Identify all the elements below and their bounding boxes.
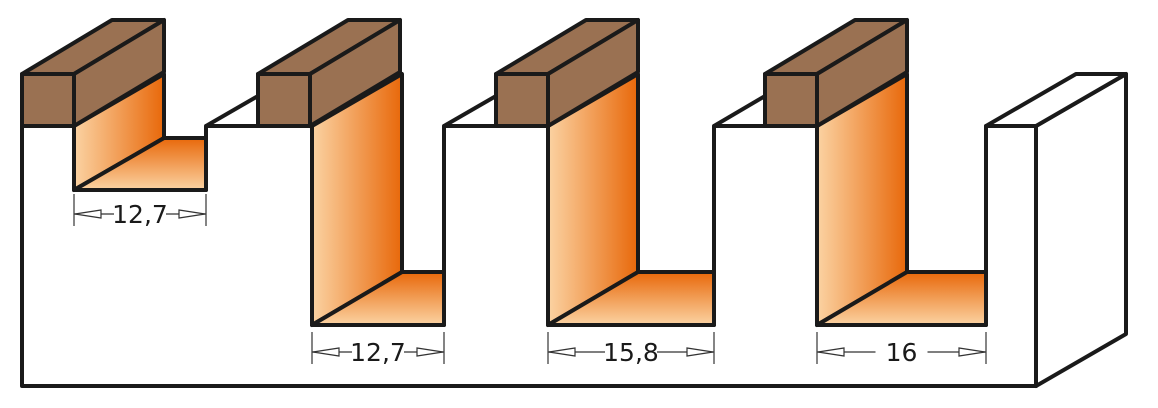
wood-block-1 bbox=[20, 18, 166, 128]
dimension-1: 12,7 bbox=[73, 194, 207, 229]
slot-bottom bbox=[72, 136, 208, 192]
arrow-right-icon bbox=[958, 347, 986, 357]
workpiece-right-top-face bbox=[984, 72, 1128, 128]
wood-block-front bbox=[494, 72, 550, 128]
wood-block-front bbox=[256, 72, 312, 128]
dimension-label: 12,7 bbox=[112, 200, 168, 229]
arrow-left-icon bbox=[312, 347, 340, 357]
dimension-label: 15,8 bbox=[603, 338, 659, 367]
slot-bottom bbox=[546, 270, 716, 327]
land-top-edge-3 bbox=[712, 94, 767, 128]
wood-block-front bbox=[763, 72, 819, 128]
workpiece bbox=[20, 72, 1128, 388]
wood-block-2 bbox=[256, 18, 402, 128]
slot-2 bbox=[310, 72, 446, 327]
slot-4 bbox=[815, 72, 988, 327]
wood-block-3 bbox=[494, 18, 640, 128]
arrow-left-icon bbox=[817, 347, 845, 357]
slot-bottom bbox=[815, 270, 988, 327]
wood-block-front bbox=[20, 72, 76, 128]
dimension-4: 16 bbox=[816, 332, 987, 367]
arrow-left-icon bbox=[548, 347, 576, 357]
land-top-edge-2 bbox=[443, 94, 497, 128]
arrow-right-icon bbox=[178, 209, 206, 219]
wood-block-4 bbox=[763, 18, 909, 128]
arrow-right-icon bbox=[416, 347, 444, 357]
arrow-right-icon bbox=[686, 347, 714, 357]
land-top-edge-1 bbox=[205, 94, 259, 128]
slot-3 bbox=[546, 72, 716, 327]
slot-bottom bbox=[310, 270, 446, 327]
slot-1 bbox=[72, 72, 208, 192]
dimension-2: 12,7 bbox=[311, 332, 445, 367]
workpiece-right-side-face bbox=[1034, 72, 1128, 388]
dimension-label: 12,7 bbox=[350, 338, 406, 367]
dimension-3: 15,8 bbox=[547, 332, 715, 367]
dimension-label: 16 bbox=[886, 338, 918, 367]
arrow-left-icon bbox=[74, 209, 102, 219]
